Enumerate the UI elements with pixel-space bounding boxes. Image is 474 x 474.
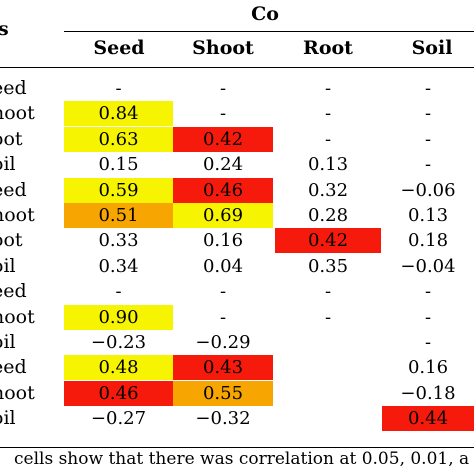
table-cell: 0.63 bbox=[64, 126, 173, 152]
row-label: oil bbox=[0, 254, 16, 277]
table-cell: 0.34 bbox=[98, 255, 139, 277]
row-label: oil bbox=[0, 153, 16, 176]
table-cell: - bbox=[115, 78, 122, 99]
table-cell: 0.35 bbox=[307, 255, 349, 277]
table-cell: - bbox=[424, 306, 432, 328]
header-rule bbox=[0, 67, 474, 68]
table-cell: 0.32 bbox=[307, 179, 349, 201]
column-header-root: Root bbox=[303, 37, 353, 59]
row-label: oot bbox=[0, 229, 23, 252]
table-cell: 0.59 bbox=[64, 177, 173, 203]
table-cell: 0.46 bbox=[64, 380, 173, 406]
row-label: hoot bbox=[0, 381, 35, 404]
table-cell: 0.69 bbox=[173, 203, 273, 228]
column-header-soil: Soil bbox=[411, 37, 453, 59]
table-cell: - bbox=[424, 154, 432, 176]
table-cell: 0.44 bbox=[382, 406, 474, 432]
table-cell: - bbox=[219, 281, 227, 303]
table-cell: 0.42 bbox=[275, 228, 381, 254]
table-cell bbox=[275, 381, 381, 406]
table-cell: - bbox=[424, 281, 432, 303]
table-cell: - bbox=[424, 332, 432, 353]
table-cell: 0.28 bbox=[307, 205, 349, 226]
table-cell: 0.90 bbox=[64, 304, 173, 330]
table-cell: 0.04 bbox=[202, 255, 244, 277]
table-cell: 0.18 bbox=[407, 230, 449, 252]
table-cell: - bbox=[324, 281, 332, 303]
bottom-rule bbox=[0, 447, 474, 448]
table-cell: - bbox=[424, 128, 432, 150]
group-header-rule bbox=[64, 31, 474, 32]
table-cell: −0.06 bbox=[400, 179, 456, 201]
table-cell: - bbox=[424, 103, 432, 125]
table-cell: 0.84 bbox=[64, 101, 173, 127]
table-cell: −0.27 bbox=[90, 408, 147, 430]
row-label: eed bbox=[0, 356, 27, 379]
table-cell: - bbox=[324, 306, 332, 328]
table-cell bbox=[275, 330, 381, 355]
table-cell: 0.15 bbox=[98, 154, 139, 176]
column-header-seed: Seed bbox=[93, 37, 145, 59]
table-cell: - bbox=[324, 103, 332, 125]
table-cell: - bbox=[424, 78, 432, 99]
row-label: eed bbox=[0, 77, 27, 99]
row-label: oot bbox=[0, 127, 23, 150]
table-cell bbox=[275, 406, 381, 431]
table-cell: −0.23 bbox=[90, 332, 147, 353]
table-cell: 0.24 bbox=[202, 154, 244, 176]
row-label: eed bbox=[0, 280, 27, 303]
table-cell: - bbox=[115, 281, 122, 303]
row-label: hoot bbox=[0, 102, 35, 125]
group-label-fragment: s bbox=[0, 18, 9, 40]
row-label: hoot bbox=[0, 204, 35, 226]
table-cell: −0.04 bbox=[400, 255, 456, 277]
group-header-co: Co bbox=[251, 3, 279, 25]
table-cell: - bbox=[219, 306, 227, 328]
table-cell: 0.46 bbox=[173, 177, 273, 203]
row-label: hoot bbox=[0, 305, 35, 328]
table-cell: −0.29 bbox=[195, 332, 251, 353]
table-cell: - bbox=[219, 103, 227, 125]
row-label: eed bbox=[0, 178, 27, 201]
table-cell: 0.13 bbox=[307, 154, 349, 176]
table-cell: −0.32 bbox=[195, 408, 251, 430]
table-cell: 0.43 bbox=[173, 355, 273, 381]
table-cell: 0.48 bbox=[64, 355, 173, 381]
table-cell: - bbox=[219, 78, 227, 99]
row-label: oil bbox=[0, 331, 16, 353]
column-header-shoot: Shoot bbox=[192, 37, 254, 59]
table-cell: - bbox=[324, 78, 332, 99]
table-cell: −0.18 bbox=[400, 382, 456, 404]
table-cell: 0.16 bbox=[407, 357, 449, 379]
table-cell: 0.51 bbox=[64, 203, 173, 228]
row-label: oil bbox=[0, 407, 16, 430]
table-cell: 0.16 bbox=[202, 230, 244, 252]
table-cell: 0.33 bbox=[98, 230, 139, 252]
table-cell: 0.42 bbox=[173, 126, 273, 152]
table-cell: 0.13 bbox=[407, 205, 449, 226]
footnote: cells show that there was correlation at… bbox=[14, 449, 470, 469]
table-cell: 0.55 bbox=[173, 380, 273, 406]
table-cell: - bbox=[324, 128, 332, 150]
table-cell bbox=[275, 355, 381, 380]
